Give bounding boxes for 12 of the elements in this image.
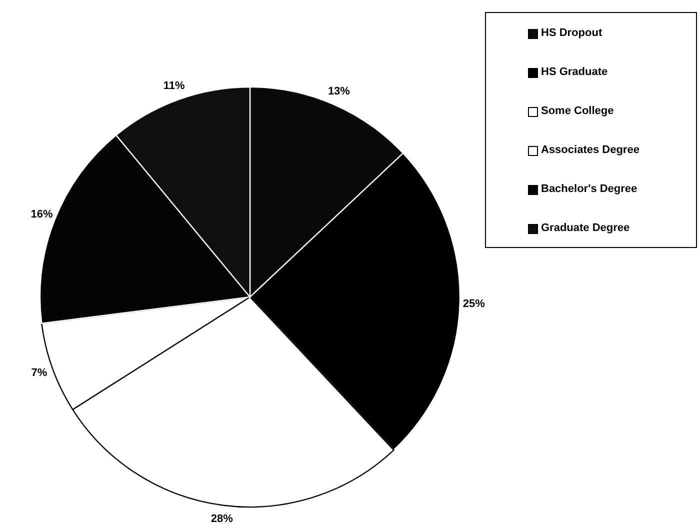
legend-label: HS Dropout — [541, 27, 602, 39]
legend-label: HS Graduate — [541, 66, 608, 78]
data-label: 25% — [462, 298, 486, 310]
legend-label: Bachelor's Degree — [541, 183, 638, 195]
legend-label: Graduate Degree — [541, 222, 630, 234]
legend-label: Associates Degree — [541, 144, 640, 156]
data-label: 11% — [163, 80, 186, 92]
data-label: 13% — [328, 85, 350, 98]
data-label: 28% — [210, 513, 234, 526]
legend-label: Some College — [541, 105, 614, 117]
data-label: 16% — [30, 208, 53, 221]
data-label: 7% — [31, 366, 48, 379]
